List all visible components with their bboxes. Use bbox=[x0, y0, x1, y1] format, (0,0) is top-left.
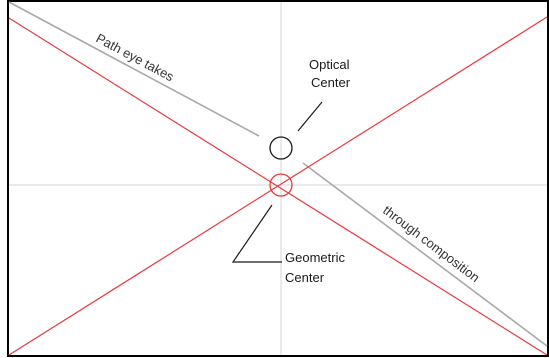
optical-center-label-line1: Optical bbox=[309, 57, 350, 72]
eye-path-upper-line bbox=[8, 1, 260, 137]
picture-frame bbox=[7, 0, 549, 357]
optical-center-label-line2: Center bbox=[311, 75, 351, 90]
geometric-center-label-line2: Center bbox=[285, 270, 325, 285]
diagonal-bottom-left-to-top-right bbox=[8, 16, 548, 356]
geometric-center-leader-line bbox=[231, 204, 282, 263]
eye-path-lower-line bbox=[302, 162, 548, 347]
optical-center-marker bbox=[269, 136, 293, 160]
geometric-center-marker bbox=[269, 173, 293, 197]
geometric-center-label-line1: Geometric bbox=[285, 250, 345, 265]
optical-center-leader-line bbox=[297, 101, 323, 132]
